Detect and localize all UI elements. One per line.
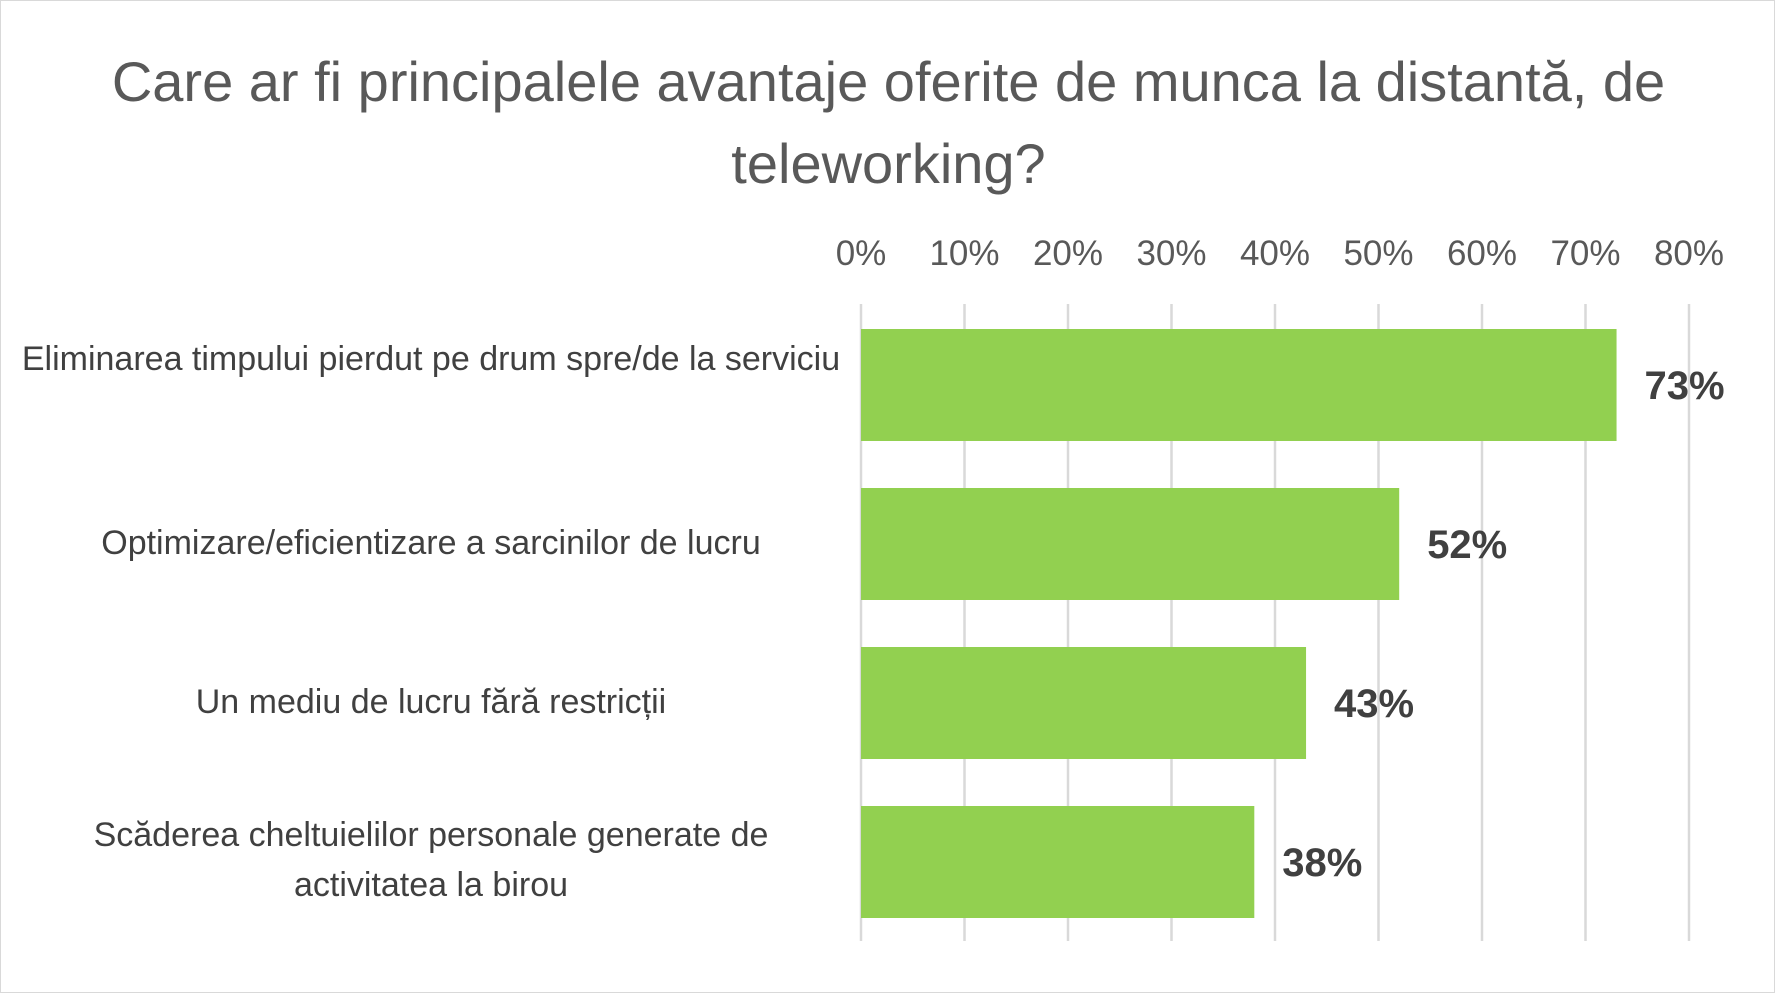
x-tick-label-7: 70% bbox=[1550, 234, 1620, 273]
bar-3 bbox=[861, 647, 1307, 759]
data-label-4: 38% bbox=[1282, 841, 1362, 885]
x-tick-label-0: 0% bbox=[836, 234, 887, 273]
bar-4 bbox=[861, 806, 1255, 918]
bar-2 bbox=[861, 488, 1400, 600]
data-label-1: 73% bbox=[1645, 364, 1725, 408]
x-tick-label-6: 60% bbox=[1447, 234, 1517, 273]
x-tick-label-4: 40% bbox=[1240, 234, 1310, 273]
category-label-2: Optimizare/eficientizare a sarcinilor de… bbox=[101, 524, 761, 562]
x-tick-label-3: 30% bbox=[1136, 234, 1206, 273]
category-label-3: Un mediu de lucru fără restricții bbox=[195, 683, 667, 721]
data-label-2: 52% bbox=[1427, 523, 1507, 567]
x-tick-label-1: 10% bbox=[929, 234, 999, 273]
x-tick-label-2: 20% bbox=[1033, 234, 1103, 273]
data-label-3: 43% bbox=[1334, 682, 1414, 726]
x-tick-label-8: 80% bbox=[1654, 234, 1724, 273]
chart-title: Care ar fi principalele avantaje oferite… bbox=[111, 50, 1666, 195]
category-label-4: Scăderea cheltuielilor personale generat… bbox=[93, 816, 769, 904]
bar-1 bbox=[861, 329, 1617, 441]
x-tick-label-5: 50% bbox=[1343, 234, 1413, 273]
category-label-1: Eliminarea timpului pierdut pe drum spre… bbox=[21, 340, 841, 378]
